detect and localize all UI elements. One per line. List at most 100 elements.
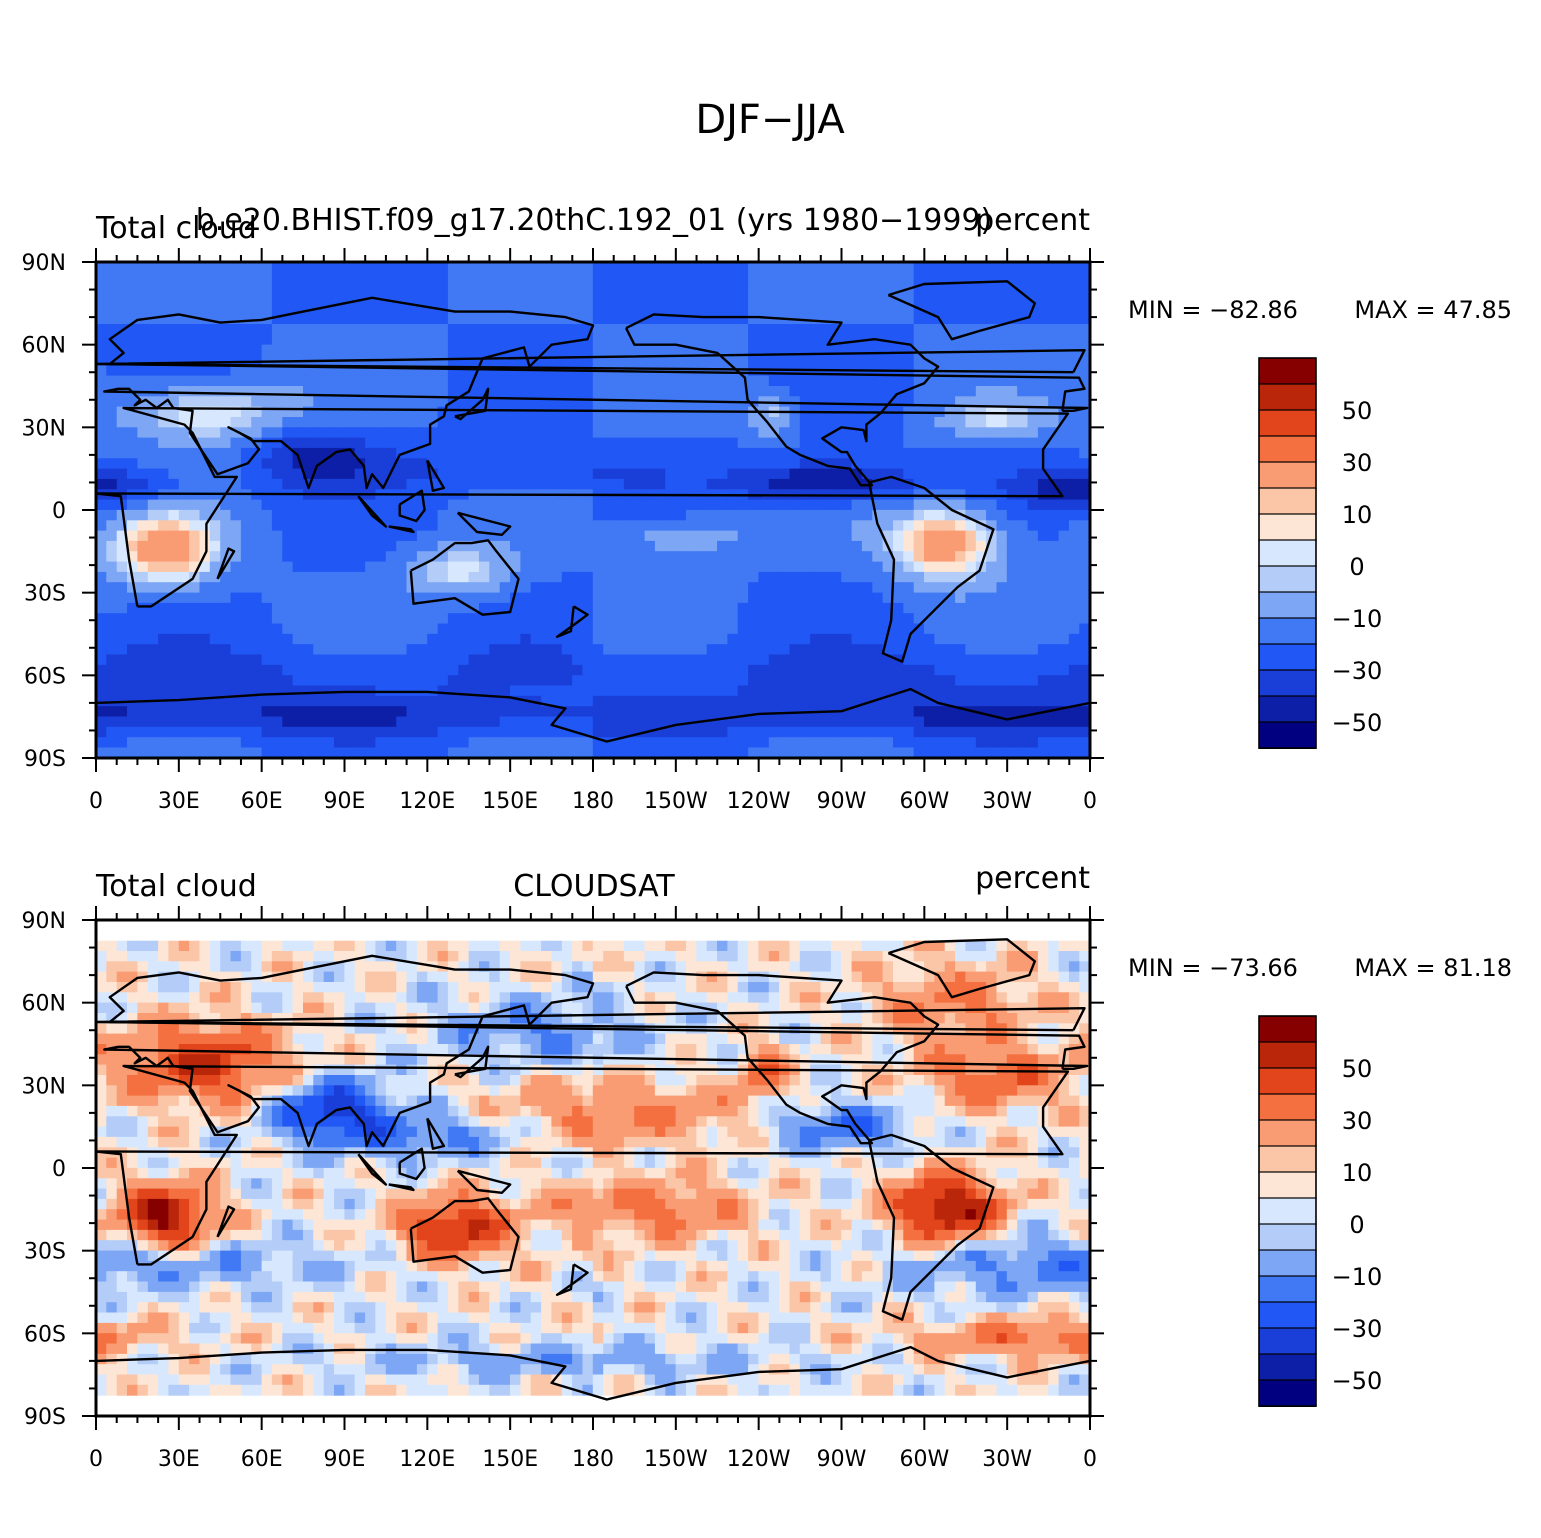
colorbar-swatch [1258,1301,1317,1329]
panel-cloudsat: Total cloud CLOUDSAT percent 0 30E 60E 90E 1… [22,861,1512,1472]
colorbar-swatch [1258,1327,1317,1355]
coastline [625,313,940,487]
colorbar-swatch [1258,617,1317,645]
colorbar-swatch [1258,383,1317,411]
x-tick-label: 150E [482,1447,538,1472]
coastline [398,1147,426,1181]
x-tick-label: 90W [817,1447,867,1472]
y-tick-label: 30S [24,582,66,607]
coastline [96,687,1090,743]
coastline [398,489,426,523]
colorbar-swatch [1258,1249,1317,1277]
x-tick-label: 0 [89,789,103,814]
colorbar-swatch [1258,1353,1317,1381]
y-tick-label: 0 [52,1157,66,1182]
coastline [887,280,1036,341]
colorbar-tick-label: −10 [1332,1263,1383,1291]
colorbar-tick-label: 30 [1342,1107,1373,1135]
max-label: MAX = 47.85 [1354,296,1512,324]
x-tick-label: 120W [727,1447,791,1472]
colorbar-swatch [1258,1015,1317,1043]
colorbar-swatch [1258,461,1317,489]
y-tick-label: 0 [52,499,66,524]
x-tick-label: 30E [158,1447,200,1472]
figure-title: DJF−JJA [695,97,845,143]
colorbar-swatch [1258,1067,1317,1095]
x-tick-label: 90E [324,1447,366,1472]
coastline [454,1045,490,1079]
coastline [555,1263,589,1296]
coastline [103,954,1089,1148]
x-tick-label: 30W [982,789,1032,814]
x-tick-label: 0 [1083,789,1097,814]
coastline [867,475,995,663]
y-tick-label: 90N [22,251,66,276]
colorbar-tick-label: 10 [1342,1159,1373,1187]
colorbar-swatch [1258,1197,1317,1225]
coastlines [96,938,1090,1401]
colorbar-swatch [1258,1171,1317,1199]
colorbar-tick-label: 50 [1342,1055,1373,1083]
panel-center-title: b.e20.BHIST.f09_g17.20thC.192_01 (yrs 19… [196,203,992,238]
coastline [216,1205,236,1238]
colorbar-swatch [1258,1119,1317,1147]
coastline [216,547,236,580]
colorbar: 50 30 10 0 −10 −30 −50 [1258,1015,1383,1407]
colorbar-swatch [1258,695,1317,723]
colorbar-tick-label: −10 [1332,605,1383,633]
coastline [103,296,1089,490]
colorbar-swatch [1258,591,1317,619]
panel-units-label: percent [975,861,1090,896]
x-tick-label: 60W [899,789,949,814]
max-label: MAX = 81.18 [1354,954,1512,982]
x-tick-label: 60E [241,789,283,814]
x-tick-label: 180 [572,789,614,814]
colorbar-swatch [1258,643,1317,671]
y-tick-label: 90N [22,909,66,934]
colorbar-tick-label: 0 [1349,1211,1364,1239]
colorbar-swatch [1258,487,1317,515]
colorbar-swatch [1258,539,1317,567]
coastline [454,387,490,421]
x-tick-label: 150E [482,789,538,814]
y-tick-label: 30N [22,416,66,441]
colorbar-tick-label: −50 [1332,709,1383,737]
x-tick-label: 120W [727,789,791,814]
x-tick-label: 30W [982,1447,1032,1472]
colorbar-swatch [1258,1379,1317,1407]
panel-units-label: percent [975,203,1090,238]
coastline [887,938,1036,999]
x-tick-label: 90E [324,789,366,814]
min-label: MIN = −73.66 [1128,954,1298,982]
panel-left-title: Total cloud [95,211,257,246]
colorbar-swatch [1258,721,1317,749]
colorbar-swatch [1258,565,1317,593]
panel-center-title: CLOUDSAT [513,869,675,904]
x-tick-label: 150W [644,789,708,814]
coastline [867,1133,995,1321]
y-tick-label: 60S [24,664,66,689]
coastline [409,539,520,616]
coastline [96,1064,1070,1266]
y-tick-label: 90S [24,1405,66,1430]
y-tick-label: 90S [24,747,66,772]
colorbar: 50 30 10 0 −10 −30 −50 [1258,357,1383,749]
coastline [357,495,388,528]
colorbar-swatch [1258,1275,1317,1303]
min-label: MIN = −82.86 [1128,296,1298,324]
map-axes: 0 30E 60E 90E 120E 150E 180 150W 120W 90W 60W 30W 09… [22,906,1104,1472]
x-tick-label: 0 [89,1447,103,1472]
y-tick-label: 60S [24,1322,66,1347]
x-tick-label: 30E [158,789,200,814]
colorbar-swatch [1258,1223,1317,1251]
coastline [426,1117,446,1150]
coastline [555,605,589,638]
colorbar-swatch [1258,1041,1317,1069]
colorbar-tick-label: 0 [1349,553,1364,581]
colorbar-swatch [1258,1093,1317,1121]
coastlines [96,280,1090,743]
x-tick-label: 60W [899,1447,949,1472]
coastline [96,406,1070,608]
panel-model: Total cloud b.e20.BHIST.f09_g17.20thC.19… [22,203,1512,814]
